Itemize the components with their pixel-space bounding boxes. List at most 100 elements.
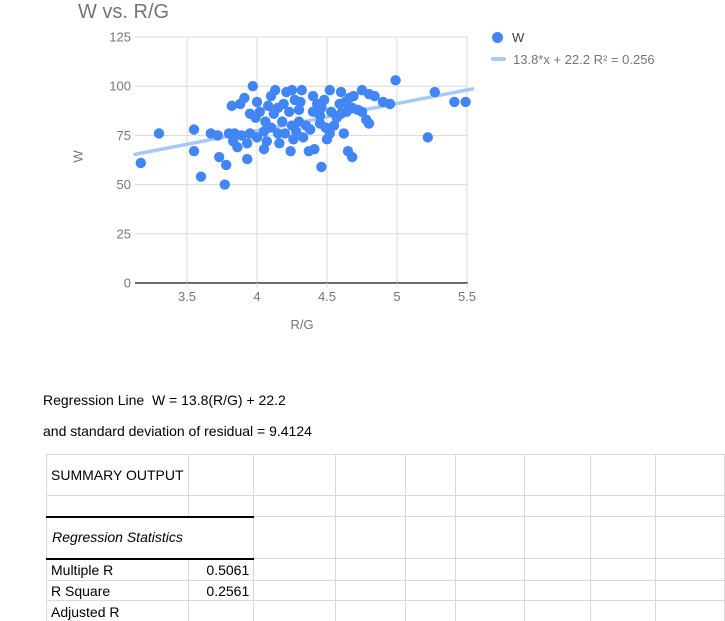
table-row: Multiple R 0.5061 xyxy=(46,558,725,581)
table-cell-empty xyxy=(524,600,592,621)
x-tick-label: 4.5 xyxy=(318,289,336,304)
table-cell-empty xyxy=(590,558,657,581)
table-row: SUMMARY OUTPUT xyxy=(46,454,725,496)
data-point xyxy=(422,132,433,143)
data-point xyxy=(284,106,295,117)
data-point xyxy=(239,92,250,104)
data-point xyxy=(236,130,247,141)
table-cell-empty xyxy=(590,580,657,601)
data-point xyxy=(251,96,263,108)
table-cell-empty xyxy=(253,495,336,517)
x-tick-label: 5 xyxy=(393,289,400,304)
data-point xyxy=(274,138,285,149)
data-point xyxy=(348,90,359,102)
data-point xyxy=(314,110,326,121)
table-cell-empty xyxy=(253,600,336,621)
trendline-swatch-icon xyxy=(491,57,506,61)
scatter-plot: 3.5 4 4.5 5 5.5 0 25 50 75 100 125 xyxy=(109,30,476,305)
data-point xyxy=(212,130,223,141)
data-point xyxy=(188,145,200,157)
table-row: R Square 0.2561 xyxy=(46,580,725,601)
table-row: Regression Statistics xyxy=(46,515,725,560)
data-point xyxy=(279,128,291,139)
data-point xyxy=(195,171,207,182)
data-point xyxy=(153,128,165,139)
y-tick-label: 75 xyxy=(117,128,131,143)
table-row xyxy=(46,495,725,517)
y-tick-label: 25 xyxy=(117,226,131,241)
data-point xyxy=(278,98,289,110)
summary-output-table: SUMMARY OUTPUT Regression Statistics Multi… xyxy=(46,454,725,621)
data-point xyxy=(261,136,272,147)
table-cell-empty xyxy=(187,454,255,496)
table-cell-empty xyxy=(334,580,406,601)
series-marker-icon xyxy=(492,31,503,43)
data-point xyxy=(295,96,306,108)
data-point xyxy=(286,84,298,96)
table-cell-empty xyxy=(334,495,406,517)
trendline-label: 13.8*x + 22.2 R² = 0.256 xyxy=(513,51,655,67)
data-point xyxy=(319,94,330,106)
table-cell-empty xyxy=(187,495,255,517)
table-cell-empty xyxy=(253,516,336,559)
data-point xyxy=(316,102,327,114)
regression-equation-text: Regression Line W = 13.8(R/G) + 22.2 xyxy=(43,392,286,408)
x-axis-title: R/G xyxy=(290,317,314,332)
table-cell-empty xyxy=(590,600,657,621)
y-tick-label: 125 xyxy=(109,30,131,45)
table-cell-empty xyxy=(334,516,406,559)
data-point xyxy=(214,151,225,163)
data-point xyxy=(291,126,302,137)
data-point xyxy=(285,145,296,157)
data-point xyxy=(263,100,274,112)
data-point xyxy=(298,132,309,143)
table-cell-empty xyxy=(590,495,657,517)
legend-item-trendline: 13.8*x + 22.2 R² = 0.256 xyxy=(491,50,655,68)
data-point xyxy=(309,143,320,155)
data-point xyxy=(324,128,335,139)
y-tick-label: 0 xyxy=(124,276,131,291)
data-point xyxy=(363,118,375,129)
y-axis-title: W xyxy=(70,150,86,163)
table-cell: Adjusted R xyxy=(46,600,189,621)
table-cell-empty xyxy=(455,495,526,517)
data-point xyxy=(384,98,396,110)
table-cell-empty xyxy=(655,580,725,601)
legend-item-series: W xyxy=(492,28,655,46)
table-cell-empty xyxy=(590,516,657,559)
data-point xyxy=(247,81,258,92)
table-cell-empty xyxy=(455,516,526,559)
table-cell-empty xyxy=(404,516,457,559)
data-point xyxy=(277,116,288,127)
data-point xyxy=(307,90,319,102)
data-point xyxy=(460,96,471,108)
residual-stddev-text: and standard deviation of residual = 9.4… xyxy=(43,423,312,439)
data-point xyxy=(338,128,349,139)
data-point xyxy=(242,138,253,149)
data-point xyxy=(188,124,200,135)
data-point xyxy=(219,179,230,190)
table-cell-empty xyxy=(455,558,526,581)
data-point xyxy=(305,124,316,135)
table-cell-empty xyxy=(455,454,526,496)
data-point xyxy=(324,84,335,96)
table-cell: R Square xyxy=(46,580,189,601)
data-point xyxy=(429,86,440,98)
data-point xyxy=(265,122,277,133)
table-cell-empty xyxy=(655,495,725,517)
data-point xyxy=(369,90,380,102)
table-cell-empty xyxy=(524,454,592,496)
table-cell-empty xyxy=(46,495,189,517)
data-point xyxy=(258,143,270,155)
y-tick-label: 50 xyxy=(117,177,131,192)
table-cell-empty xyxy=(404,600,457,621)
data-point xyxy=(251,132,263,143)
table-cell-empty xyxy=(404,454,457,496)
table-cell-empty xyxy=(187,600,255,621)
table-cell-empty xyxy=(655,516,725,559)
table-cell-empty xyxy=(253,580,336,601)
table-cell-empty xyxy=(524,495,592,517)
table-cell-empty xyxy=(590,454,657,496)
data-point xyxy=(335,86,347,98)
